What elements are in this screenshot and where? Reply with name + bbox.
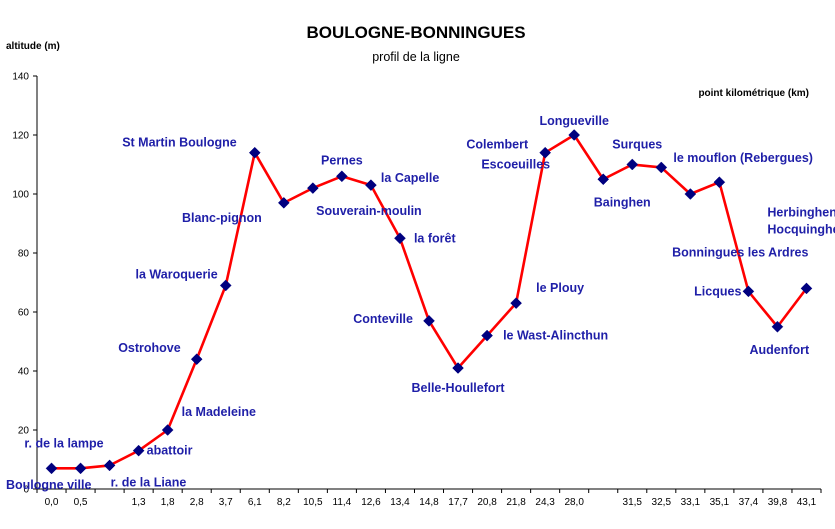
station-label: le mouflon (Rebergues) [673,151,813,165]
station-label: Hocquinghen [767,222,835,236]
data-point-marker [597,173,610,186]
station-label: le Wast-Alincthun [503,329,608,343]
station-label: Longueville [539,114,609,128]
y-axis-label: altitude (m) [6,41,60,52]
data-point-marker [539,146,552,159]
data-point-marker [365,179,377,192]
data-point-marker [132,444,145,457]
x-tick-label: 13,4 [390,497,410,508]
data-point-marker [626,158,639,171]
station-label: Audenfort [749,343,810,357]
data-point-marker [684,188,697,200]
data-point-marker [800,282,813,295]
x-tick-label: 28,0 [564,497,584,508]
chart-title: BOULOGNE-BONNINGUES [306,23,525,42]
x-tick-label: 3,7 [219,497,233,508]
x-tick-label: 0,0 [45,497,59,508]
data-point-marker [481,329,493,342]
data-point-marker [510,297,522,310]
station-label: abattoir [147,444,193,458]
data-point-marker [306,182,319,194]
data-point-marker [452,362,464,374]
station-label: Herbinghen- [767,205,835,219]
station-label: la forêt [414,231,457,245]
data-point-marker [248,146,261,159]
station-label: le Plouy [536,281,584,295]
data-point-marker [277,196,290,209]
station-labels: Boulogne ville r. de la lampe abattoir la M… [6,114,835,492]
station-markers [45,129,813,475]
axes [36,76,821,490]
station-label: la Madeleine [182,405,256,419]
station-label: Escoeuilles [481,158,550,172]
x-tick-label: 31,5 [623,497,643,508]
x-tick-label: 37,4 [739,497,759,508]
x-tick-label: 0,5 [74,497,88,508]
x-tick-label: 8,2 [277,497,291,508]
data-point-marker [713,176,726,189]
y-tick-label: 20 [18,426,30,437]
y-tick-label: 0 [23,485,29,496]
x-tick-label: 21,8 [506,497,526,508]
y-tick-label: 140 [12,72,29,83]
station-label: Boulogne ville [6,478,91,492]
station-label: la Waroquerie [136,267,218,281]
data-point-marker [655,161,668,174]
station-label: r. de la Liane [111,476,187,490]
x-tick-label: 32,5 [652,497,672,508]
data-point-marker [568,129,581,141]
x-tick-label: 10,5 [303,497,323,508]
chart-subtitle: profil de la ligne [372,50,460,64]
station-label: r. de la lampe [24,436,103,450]
data-point-marker [219,279,232,292]
data-point-marker [423,314,435,327]
station-label: Bonningues les Ardres [672,245,808,259]
station-label: Souverain-moulin [316,204,422,218]
x-tick-label: 12,6 [361,497,381,508]
station-label: la Capelle [381,171,439,185]
y-tick-label: 100 [12,190,29,201]
x-tick-label: 11,4 [333,497,352,508]
x-tick-label: 1,3 [132,497,146,508]
data-point-marker [742,285,755,298]
y-axis-ticks: 0 20 40 60 80 100 120 140 [12,72,37,496]
x-tick-label: 35,1 [710,497,730,508]
station-label: Licques [694,284,741,298]
data-point-marker [74,462,87,475]
data-point-marker [190,353,203,366]
data-point-marker [45,462,58,475]
station-label: Belle-Houllefort [412,381,506,395]
station-label: Ostrohove [118,341,181,355]
x-axis-label: point kilométrique (km) [698,88,809,99]
x-tick-label: 2,8 [190,497,204,508]
data-point-marker [161,424,174,436]
station-label: Blanc-pignon [182,211,262,225]
x-tick-label: 43,1 [797,497,817,508]
x-tick-label: 33,1 [681,497,701,508]
y-tick-label: 80 [18,249,30,260]
x-tick-label: 1,8 [161,497,175,508]
station-label: Surques [612,138,662,152]
station-label: Pernes [321,153,363,167]
station-label: Colembert [466,138,529,152]
station-label: Conteville [353,312,413,326]
x-axis-ticks: 0,0 0,5 1,3 1,8 2,8 3,7 6,1 8,2 10,5 11,4 12,6 13,4… [36,489,822,508]
x-tick-label: 17,7 [448,497,468,508]
x-tick-label: 14,8 [419,497,439,508]
data-point-marker [103,459,116,472]
station-label: Bainghen [594,195,651,209]
y-tick-label: 60 [18,308,30,319]
x-tick-label: 6,1 [248,497,262,508]
data-point-marker [394,232,406,245]
data-point-marker [336,170,348,183]
x-tick-label: 39,8 [768,497,788,508]
station-label: St Martin Boulogne [122,136,237,150]
x-tick-label: 24,3 [535,497,555,508]
data-point-marker [771,320,784,333]
y-tick-label: 120 [12,131,29,142]
x-tick-label: 20,8 [477,497,497,508]
y-tick-label: 40 [18,367,30,378]
